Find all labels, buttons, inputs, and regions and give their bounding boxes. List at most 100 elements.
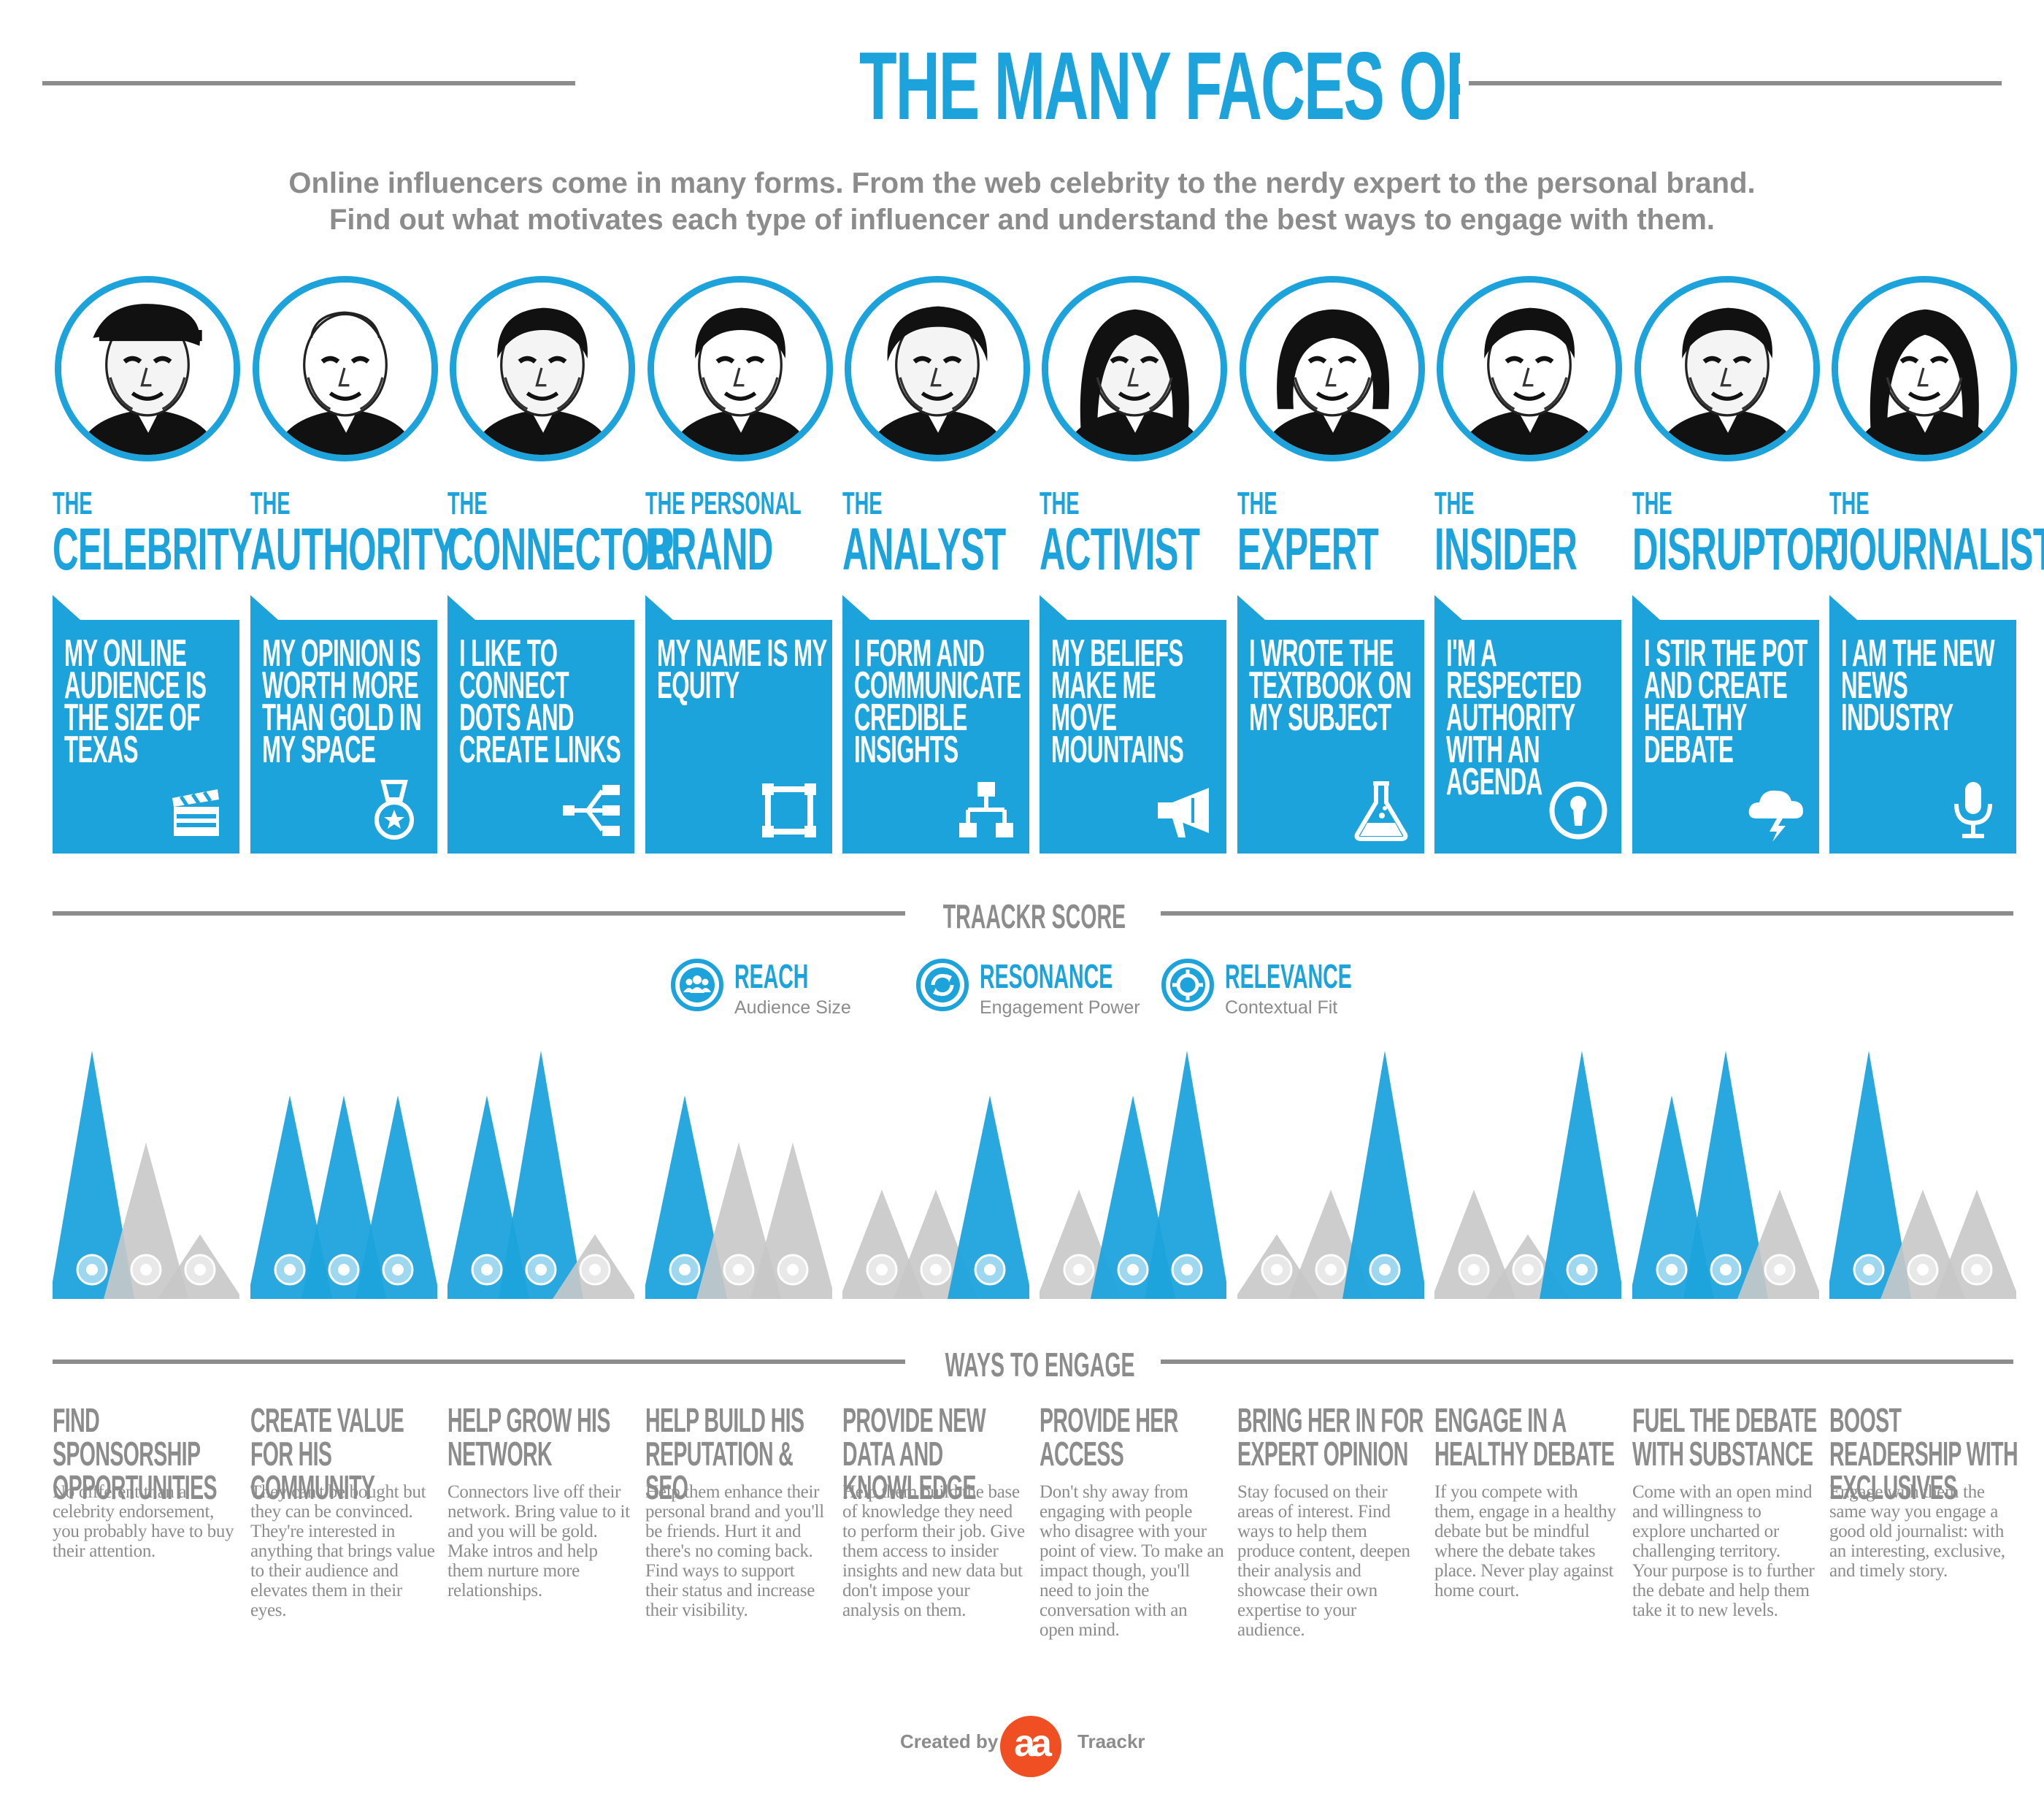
score-peak-relevance (1540, 1051, 1621, 1299)
score-badge-dot-reach (86, 1264, 98, 1276)
score-peak-reach (53, 1051, 134, 1299)
score-peak-relevance (1342, 1051, 1424, 1299)
influencer-portrait (450, 276, 635, 461)
legend-resonance-sub: Engagement Power (980, 997, 1140, 1018)
influencer-portrait (648, 276, 833, 461)
influencer-quote: I FORM AND COMMUNICATE CREDIBLE INSIGHTS (854, 632, 1021, 771)
header-divider-right (1469, 81, 2002, 85)
score-peak-relevance (948, 1095, 1029, 1299)
audience-icon (671, 959, 723, 1011)
target-icon (1161, 959, 1214, 1011)
title-container: THE MANY FACES OF INFLUENCE (584, 38, 1460, 133)
engage-divider-left (53, 1360, 905, 1364)
traackr-score-chart (1434, 1051, 1621, 1299)
influencer-quote: MY NAME IS MY EQUITY (657, 632, 827, 707)
score-peak-resonance (104, 1142, 188, 1299)
score-badge-dot-relevance (589, 1264, 601, 1276)
engage-body: Stay focused on their areas of interest.… (1237, 1482, 1410, 1640)
legend-reach-sub: Audience Size (734, 997, 851, 1018)
influencer-quote-card: I LIKE TO CONNECT DOTS AND CREATE LINKS (447, 595, 634, 854)
influencer-type-prefix: THE (1632, 486, 1672, 521)
flowchart-icon (953, 778, 1019, 843)
score-peak-resonance (301, 1095, 386, 1299)
influencer-quote-card: MY NAME IS MY EQUITY (645, 595, 832, 854)
engage-title: PROVIDE NEW DATA AND KNOWLEDGE (842, 1401, 986, 1506)
score-badge-dot-relevance (392, 1264, 404, 1276)
influencer-quote-card: I WROTE THE TEXTBOOK ON MY SUBJECT (1237, 595, 1424, 854)
engage-body: Don't shy away from engaging with people… (1040, 1482, 1224, 1640)
page-title: THE MANY FACES OF INFLUENCE (859, 38, 1460, 133)
influencer-type-name: EXPERT (1237, 516, 1379, 583)
influencer-quote: MY OPINION IS WORTH MORE THAN GOLD IN MY… (262, 632, 422, 771)
score-badge-dot-relevance (194, 1264, 206, 1276)
influencer-quote-card: MY ONLINE AUDIENCE IS THE SIZE OF TEXAS (53, 595, 239, 854)
influencer-portrait (1634, 276, 1820, 461)
frame-icon (756, 778, 822, 843)
score-badge-dot-resonance (1720, 1264, 1732, 1276)
engage-body: Help them enhance their personal brand a… (645, 1482, 824, 1620)
storm-cloud-icon (1743, 778, 1809, 843)
score-badge-dot-resonance (1522, 1264, 1534, 1276)
score-badge-dot-reach (1666, 1264, 1678, 1276)
engage-body: They can't be bought but they can be con… (250, 1482, 435, 1620)
microphone-icon (1940, 778, 2006, 843)
engage-section-title: WAYS TO ENGAGE (945, 1346, 1135, 1384)
score-section-title: TRAACKR SCORE (942, 897, 1126, 935)
engage-body: Connectors live off their network. Bring… (447, 1482, 630, 1600)
score-badge-dot-resonance (338, 1264, 350, 1276)
score-badge-dot-relevance (1971, 1264, 1983, 1276)
score-badge-dot-reach (876, 1264, 888, 1276)
influencer-type-name: INSIDER (1434, 516, 1578, 583)
cycle-arrows-icon (916, 959, 969, 1011)
score-badge-dot-reach (284, 1264, 296, 1276)
traackr-score-chart (842, 1095, 1029, 1299)
traackr-score-chart (250, 1095, 437, 1299)
influencer-type-prefix: THE (1434, 486, 1475, 521)
traackr-score-chart (1237, 1051, 1424, 1299)
influencer-type-name: ANALYST (842, 516, 1006, 583)
engage-title: FUEL THE DEBATE WITH SUBSTANCE (1632, 1401, 1817, 1473)
engage-body: Engage with them the same way you engage… (1829, 1482, 2005, 1581)
engage-body: Come with an open mind and willingness t… (1632, 1482, 1815, 1620)
score-peak-resonance (499, 1051, 583, 1299)
footer: Created by aa Traackr (876, 1714, 1168, 1777)
influencer-portrait (1042, 276, 1227, 461)
influencer-type-name: CELEBRITY (53, 516, 253, 583)
traackr-score-chart (645, 1095, 832, 1299)
page-subtitle: Online influencers come in many forms. F… (146, 165, 1898, 238)
influencer-type-prefix: THE (53, 486, 93, 521)
influencer-type-name: JOURNALIST (1829, 516, 2044, 583)
score-badge-dot-resonance (733, 1264, 745, 1276)
influencer-portrait (845, 276, 1030, 461)
traackr-score-chart (53, 1051, 239, 1299)
traackr-score-chart (1040, 1051, 1226, 1299)
engage-title: FIND SPONSORSHIP OPPORTUNITIES (53, 1401, 218, 1506)
megaphone-icon (1150, 778, 1216, 843)
score-badge-dot-reach (1271, 1264, 1283, 1276)
influencer-portrait (253, 276, 438, 461)
score-peak-relevance (750, 1142, 832, 1299)
score-peak-reach (250, 1095, 332, 1299)
score-peak-resonance (1683, 1051, 1768, 1299)
influencer-quote: I AM THE NEW NEWS INDUSTRY (1841, 632, 1995, 739)
score-peak-resonance (1880, 1189, 1965, 1299)
header-divider-left (42, 81, 575, 85)
engage-body: No different than a celebrity endorsemen… (53, 1482, 234, 1561)
clapperboard-icon (164, 778, 229, 843)
influencer-quote-card: I AM THE NEW NEWS INDUSTRY (1829, 595, 2016, 854)
score-peak-reach (1829, 1051, 1911, 1299)
score-peak-relevance (1737, 1189, 1819, 1299)
influencer-type-prefix: THE (1237, 486, 1278, 521)
score-peak-relevance (1934, 1189, 2016, 1299)
score-badge-dot-reach (679, 1264, 691, 1276)
score-badge-dot-resonance (1325, 1264, 1337, 1276)
traackr-score-chart (447, 1051, 634, 1299)
influencer-type-prefix: THE (447, 486, 488, 521)
influencer-portrait (55, 276, 240, 461)
engage-title: HELP BUILD HIS REPUTATION & SEO (645, 1401, 804, 1506)
traackr-logo: aa (1000, 1716, 1061, 1777)
influencer-type-name: CONNECTOR (447, 516, 675, 583)
influencer-quote-card: I STIR THE POT AND CREATE HEALTHY DEBATE (1632, 595, 1819, 854)
score-divider-left (53, 911, 905, 916)
engage-title: BRING HER IN FOR EXPERT OPINION (1237, 1401, 1424, 1473)
